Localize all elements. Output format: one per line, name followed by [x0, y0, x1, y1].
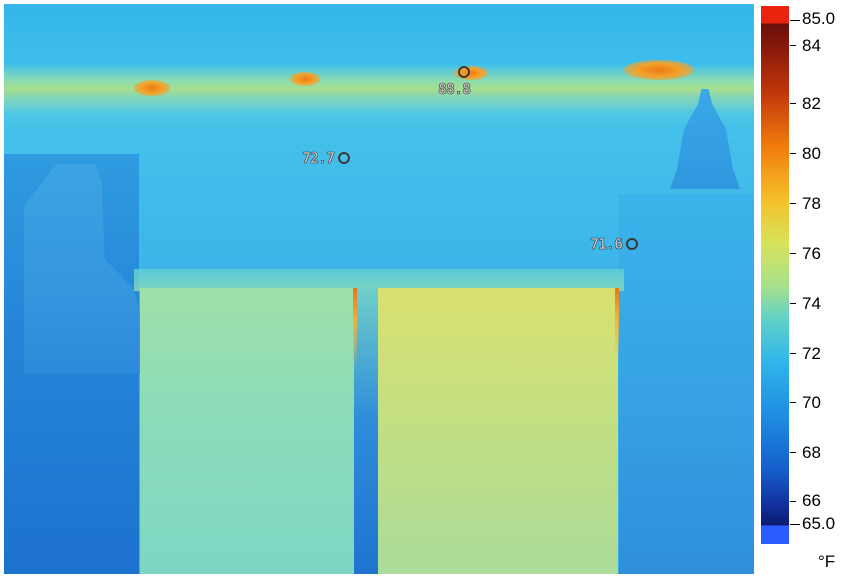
color-scale-ticks: 85.0 84 82 80 78 76 74 72 70 68 66 65.0 [790, 0, 859, 577]
tick-label: 84 [802, 36, 821, 55]
door-gap [354, 288, 378, 574]
tick [790, 402, 796, 403]
color-scale-bar [761, 6, 789, 544]
spot-reading-2: 72.7 [302, 149, 351, 168]
hotspot-4 [624, 60, 694, 80]
tick-max [790, 20, 800, 21]
spot-value: 72.7 [302, 149, 336, 168]
spot-marker-icon [458, 66, 471, 78]
tick [790, 45, 796, 46]
tick-label: 82 [802, 94, 821, 113]
tick [790, 452, 796, 453]
door-edge-1 [353, 288, 357, 368]
door-left [140, 288, 354, 574]
spot-reading-3: 71.6 [590, 235, 639, 254]
tick-label: 74 [802, 294, 821, 313]
spot-reading-1: 88.8 [438, 66, 472, 99]
right-wall [619, 194, 754, 574]
tick-label: 70 [802, 393, 821, 412]
tick [790, 501, 796, 502]
tick-label: 76 [802, 244, 821, 263]
tick-label: 68 [802, 443, 821, 462]
scale-min-label: 65.0 [802, 514, 836, 533]
hotspot-1 [134, 80, 170, 96]
spot-marker-icon [338, 152, 351, 164]
spot-marker-icon [626, 238, 639, 250]
scale-max-label: 85.0 [802, 9, 836, 28]
scale-unit-label: °F [818, 552, 836, 571]
tick-label: 66 [802, 491, 821, 510]
door-edge-2 [615, 288, 619, 358]
spot-value: 88.8 [438, 80, 472, 99]
tick-label: 72 [802, 344, 821, 363]
tick [790, 103, 796, 104]
tick [790, 253, 796, 254]
hotspot-2 [290, 72, 320, 86]
spot-value: 71.6 [590, 235, 624, 254]
tick-min [790, 524, 800, 525]
tick-label: 78 [802, 194, 821, 213]
tick [790, 353, 796, 354]
tick [790, 203, 796, 204]
tick [790, 303, 796, 304]
tick-label: 80 [802, 144, 821, 163]
tick [790, 153, 796, 154]
door-header [134, 269, 624, 291]
thermal-image: 88.8 72.7 71.6 [4, 4, 754, 574]
door-right [378, 288, 618, 574]
